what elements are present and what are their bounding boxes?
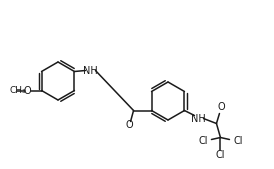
- Text: O: O: [24, 86, 31, 95]
- Text: CH₃: CH₃: [10, 86, 26, 95]
- Text: Cl: Cl: [234, 137, 243, 147]
- Text: Cl: Cl: [216, 151, 225, 161]
- Text: Cl: Cl: [199, 137, 208, 147]
- Text: O: O: [126, 120, 133, 130]
- Text: O: O: [218, 103, 225, 113]
- Text: NH: NH: [83, 66, 98, 76]
- Text: NH: NH: [191, 114, 206, 124]
